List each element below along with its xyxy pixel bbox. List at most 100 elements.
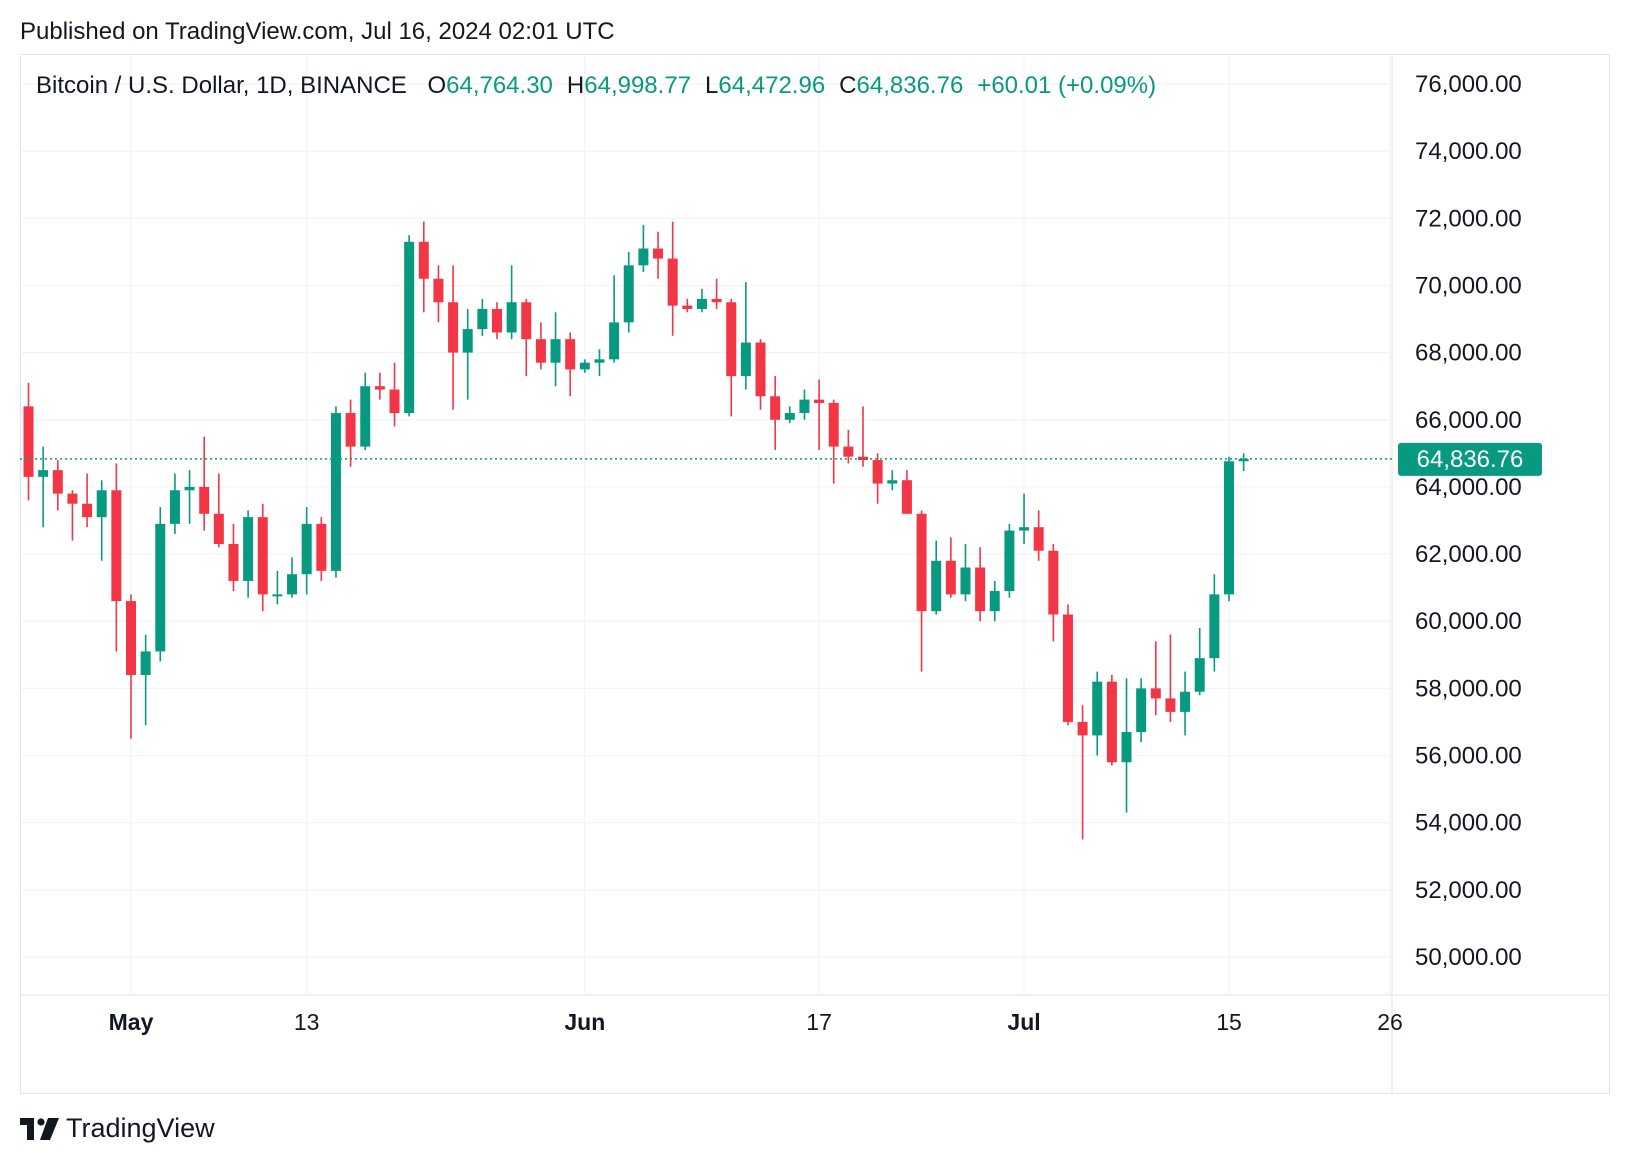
candle-body	[623, 265, 634, 323]
candle[interactable]	[872, 453, 883, 504]
candle[interactable]	[345, 399, 356, 467]
candle[interactable]	[609, 275, 620, 363]
candle[interactable]	[682, 298, 693, 313]
candle[interactable]	[389, 362, 400, 427]
candle[interactable]	[1019, 493, 1030, 545]
candle[interactable]	[667, 221, 678, 336]
candle[interactable]	[67, 490, 78, 541]
candle[interactable]	[126, 594, 136, 739]
candle[interactable]	[931, 540, 942, 615]
candle[interactable]	[418, 221, 429, 313]
candle[interactable]	[360, 372, 371, 450]
candle[interactable]	[740, 282, 751, 390]
candle[interactable]	[23, 382, 34, 501]
candle-body	[901, 480, 912, 514]
candle[interactable]	[945, 537, 956, 598]
candle[interactable]	[960, 544, 971, 602]
candle[interactable]	[169, 473, 180, 534]
candle[interactable]	[550, 312, 561, 387]
candle[interactable]	[1048, 544, 1059, 642]
candle[interactable]	[858, 406, 868, 467]
candle[interactable]	[696, 288, 707, 313]
candle[interactable]	[1194, 627, 1205, 696]
candle[interactable]	[404, 235, 415, 417]
candle[interactable]	[330, 406, 341, 578]
candle[interactable]	[726, 298, 737, 417]
candle[interactable]	[521, 298, 532, 377]
candle[interactable]	[1077, 705, 1088, 840]
candle[interactable]	[272, 570, 283, 605]
candle[interactable]	[374, 372, 385, 400]
candle-body	[126, 601, 136, 675]
candle[interactable]	[213, 473, 224, 548]
candle[interactable]	[38, 446, 49, 528]
candle[interactable]	[96, 480, 107, 561]
candle-body	[1209, 594, 1220, 659]
candle-body	[1092, 681, 1103, 736]
candle[interactable]	[462, 308, 473, 400]
candle[interactable]	[184, 470, 195, 524]
candle[interactable]	[784, 406, 795, 424]
candle[interactable]	[1106, 674, 1117, 766]
candle-body	[374, 386, 385, 390]
candle[interactable]	[975, 547, 986, 622]
candle[interactable]	[111, 463, 122, 652]
candle[interactable]	[1224, 456, 1234, 602]
candle[interactable]	[228, 523, 239, 592]
candle[interactable]	[433, 265, 444, 323]
candle[interactable]	[1150, 641, 1161, 716]
candle[interactable]	[1209, 574, 1220, 672]
candle[interactable]	[82, 473, 93, 528]
candle[interactable]	[653, 231, 664, 279]
candle[interactable]	[243, 510, 254, 598]
y-tick-label: 68,000.00	[1415, 340, 1522, 367]
candle[interactable]	[711, 278, 722, 309]
candle[interactable]	[579, 359, 590, 373]
candle[interactable]	[1033, 510, 1044, 561]
candle[interactable]	[887, 470, 898, 491]
candle[interactable]	[257, 503, 268, 612]
candle[interactable]	[565, 332, 576, 397]
y-tick-label: 56,000.00	[1415, 743, 1522, 770]
candle[interactable]	[1180, 671, 1191, 736]
candle-body	[550, 339, 561, 363]
candle[interactable]	[916, 510, 927, 672]
candle[interactable]	[155, 507, 166, 662]
candle[interactable]	[799, 389, 810, 420]
candle[interactable]	[301, 507, 312, 595]
candle[interactable]	[1136, 678, 1147, 743]
footer-logo[interactable]: TradingView	[20, 1113, 215, 1144]
candle[interactable]	[755, 339, 766, 410]
candle-body	[594, 359, 605, 363]
candle[interactable]	[1004, 523, 1015, 598]
candle[interactable]	[535, 322, 546, 370]
candle[interactable]	[843, 429, 854, 464]
candle[interactable]	[316, 517, 327, 581]
candle[interactable]	[989, 580, 1000, 622]
candle[interactable]	[1062, 604, 1073, 726]
candle[interactable]	[52, 460, 63, 511]
candle[interactable]	[638, 225, 649, 273]
candle[interactable]	[140, 634, 151, 726]
candle[interactable]	[477, 298, 488, 336]
candle[interactable]	[770, 376, 781, 450]
candle-body	[740, 342, 751, 377]
candle[interactable]	[828, 399, 839, 484]
x-tick-label: May	[109, 1009, 154, 1035]
candle[interactable]	[1121, 678, 1132, 813]
candle[interactable]	[814, 379, 825, 450]
candle-body	[330, 413, 341, 571]
candle[interactable]	[492, 302, 502, 340]
candle[interactable]	[901, 470, 912, 514]
candle[interactable]	[506, 265, 517, 340]
candle[interactable]	[448, 265, 459, 410]
candle[interactable]	[1238, 453, 1249, 472]
candle[interactable]	[287, 557, 298, 598]
candle-body	[111, 490, 122, 602]
candle[interactable]	[1092, 671, 1103, 756]
candle[interactable]	[1165, 634, 1176, 722]
candle[interactable]	[594, 349, 605, 377]
candle[interactable]	[199, 436, 210, 531]
candle[interactable]	[623, 251, 634, 333]
